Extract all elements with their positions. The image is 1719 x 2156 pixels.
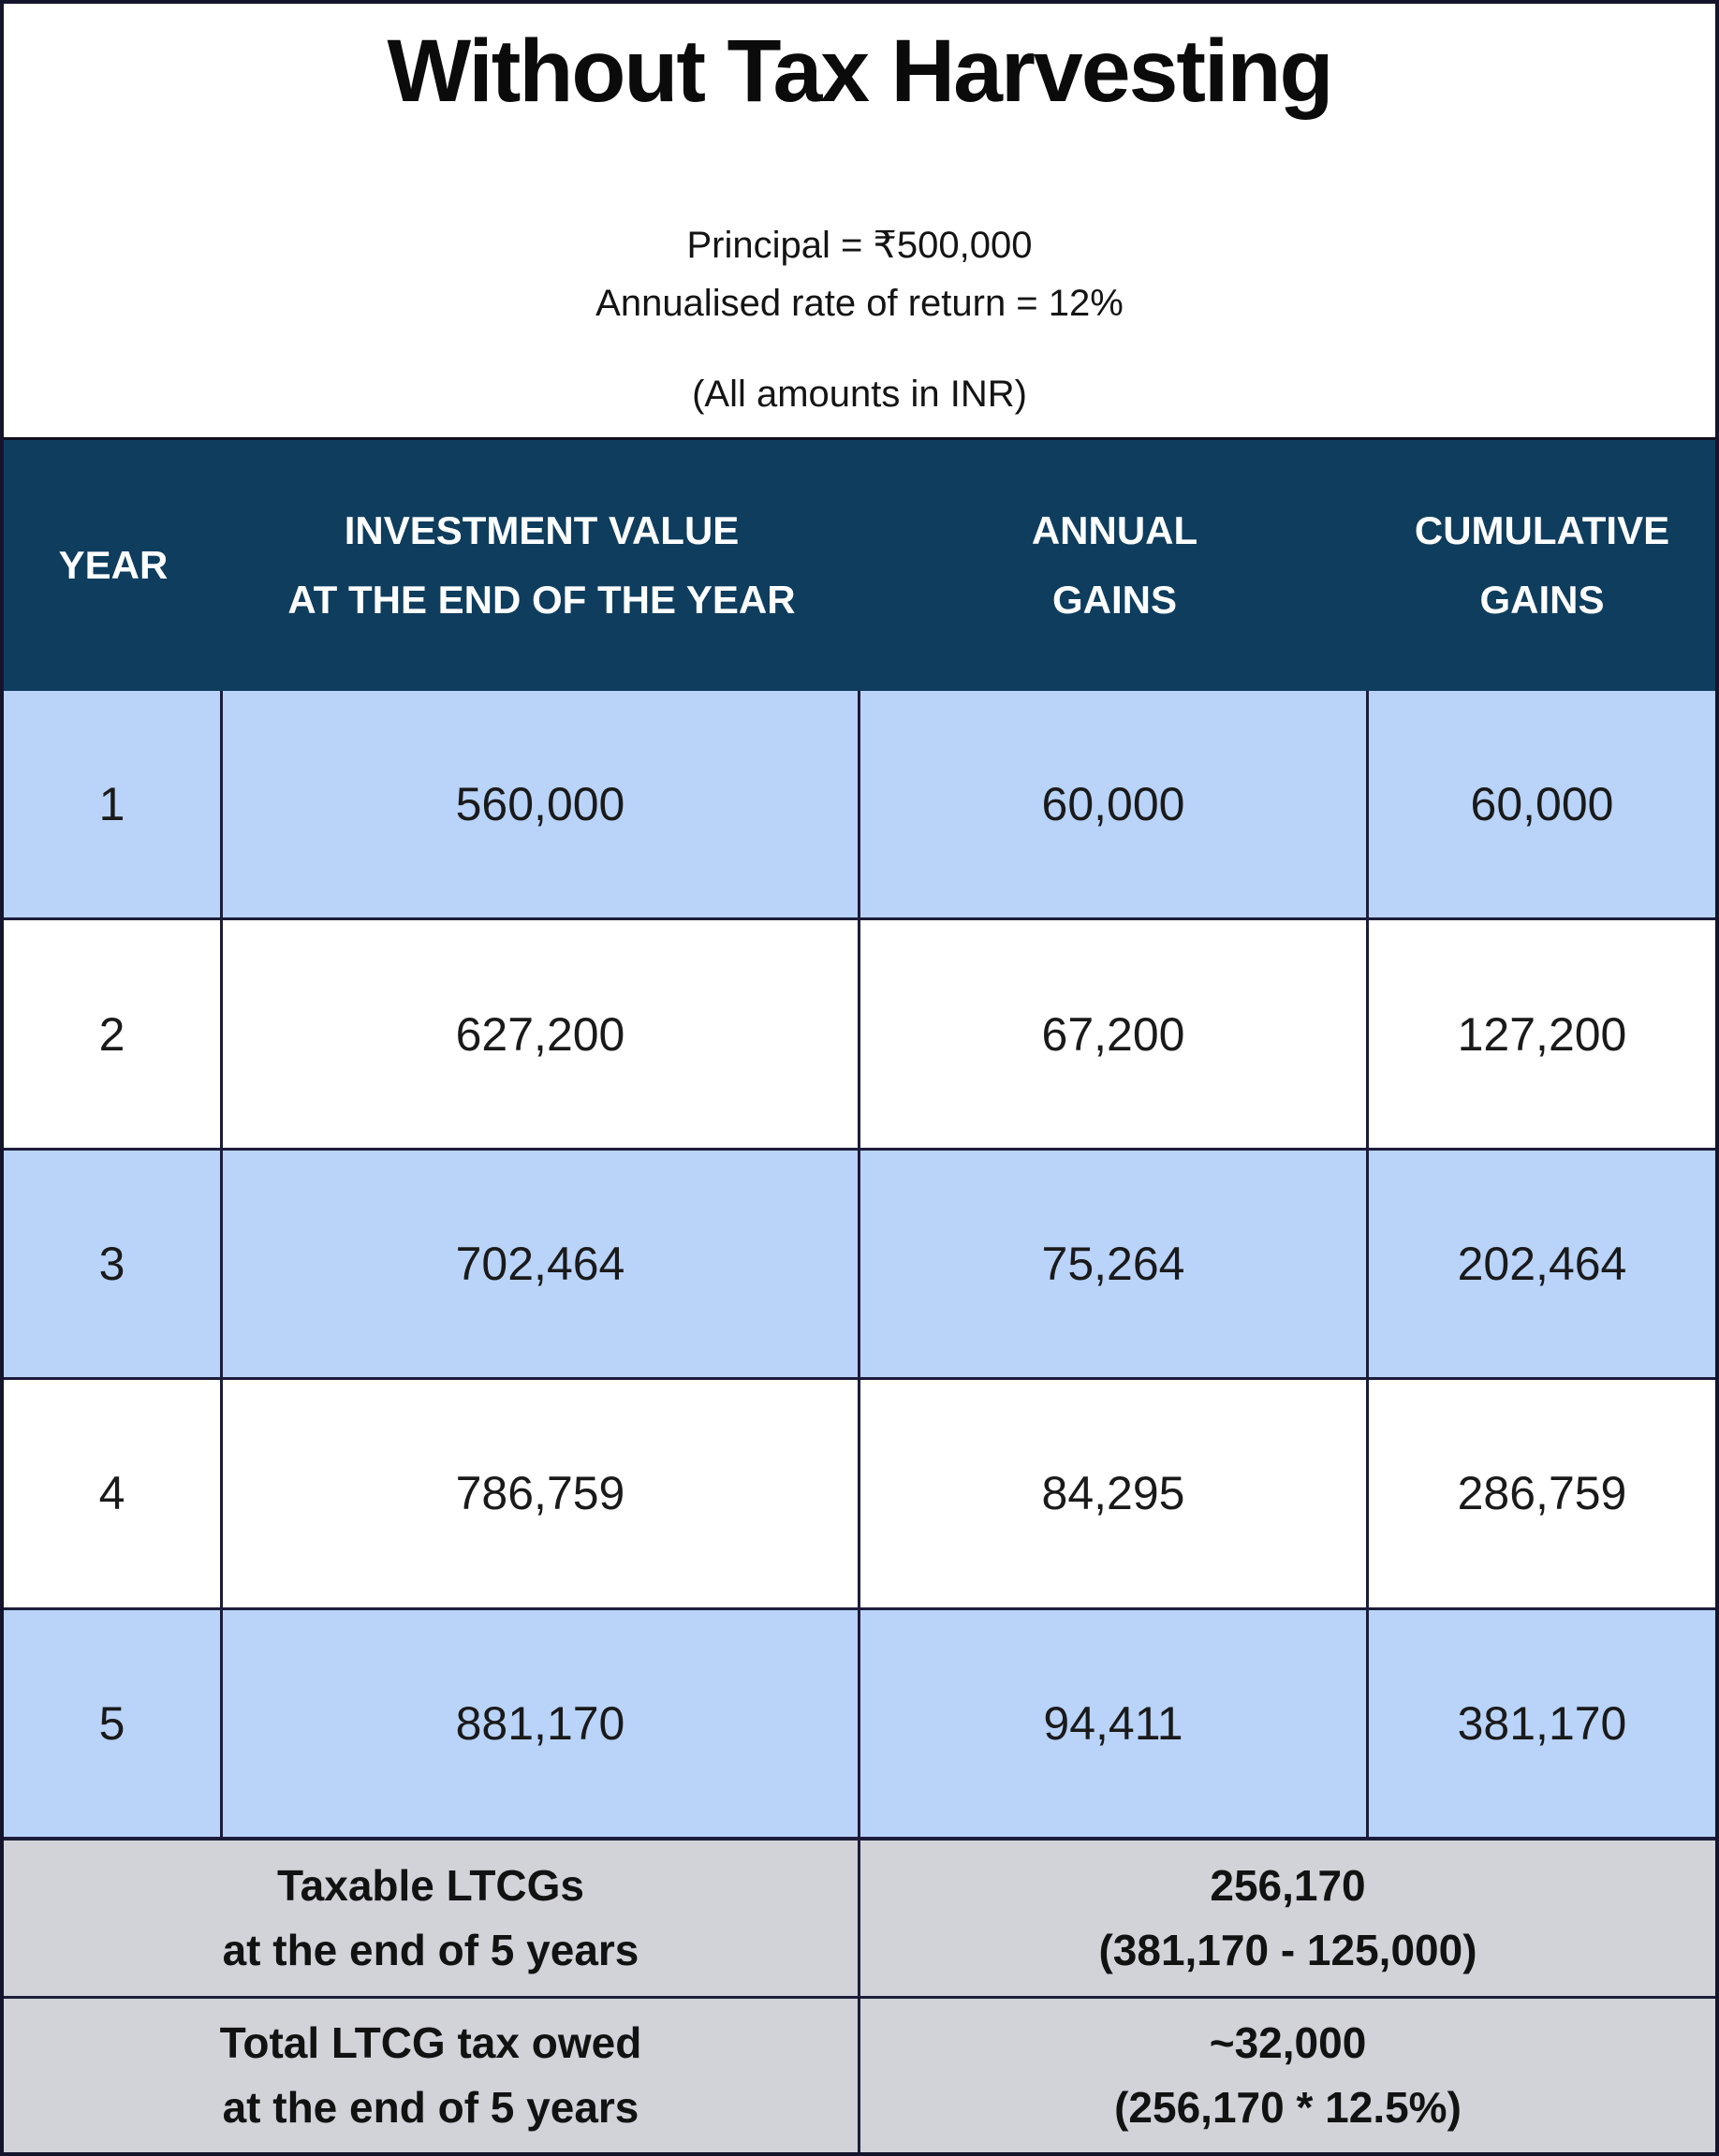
year-cell: 2 xyxy=(4,920,223,1148)
investment-value-cell: 786,759 xyxy=(223,1380,860,1607)
assumptions: Principal = ₹500,000 Annualised rate of … xyxy=(4,216,1715,332)
cumulative-gains-cell: 202,464 xyxy=(1457,1238,1627,1291)
annual-gains-cell: 94,411 xyxy=(860,1609,1369,1838)
summary-value: 256,170 (381,170 - 125,000) xyxy=(1098,1861,1477,1974)
table-row-year-4: 4 786,759 84,295 286,759 xyxy=(4,1377,1715,1607)
summary-row-taxable-ltcg: Taxable LTCGs at the end of 5 years 256,… xyxy=(4,1841,1715,1996)
summary-section: Taxable LTCGs at the end of 5 years 256,… xyxy=(4,1837,1715,2152)
investment-value-cell: 627,200 xyxy=(223,920,860,1148)
year-cell: 3 xyxy=(4,1150,223,1378)
header-cumulative-gains: CUMULATIVE GAINS xyxy=(1414,508,1670,622)
top-section: Without Tax Harvesting Principal = ₹500,… xyxy=(4,4,1715,437)
summary-row-ltcg-tax-owed: Total LTCG tax owed at the end of 5 year… xyxy=(4,1996,1715,2152)
year-cell: 4 xyxy=(4,1380,223,1607)
cumulative-gains-cell: 286,759 xyxy=(1457,1467,1627,1520)
header-investment-value: INVESTMENT VALUE AT THE END OF THE YEAR xyxy=(287,508,796,622)
year-cell: 5 xyxy=(4,1609,223,1838)
page-title: Without Tax Harvesting xyxy=(387,22,1333,121)
cumulative-gains-cell: 127,200 xyxy=(1457,1007,1627,1061)
cumulative-gains-cell: 381,170 xyxy=(1457,1696,1627,1750)
investment-value-cell: 560,000 xyxy=(223,691,860,918)
table-row-year-2: 2 627,200 67,200 127,200 xyxy=(4,917,1715,1148)
investment-value-cell: 881,170 xyxy=(223,1609,860,1838)
annual-gains-cell: 67,200 xyxy=(860,920,1369,1148)
header-annual-gains: ANNUAL GAINS xyxy=(1031,508,1198,622)
rate-line: Annualised rate of return = 12% xyxy=(595,283,1124,325)
summary-value: ~32,000 (256,170 * 12.5%) xyxy=(1114,2018,1462,2132)
principal-line: Principal = ₹500,000 xyxy=(686,225,1033,267)
header-year: YEAR xyxy=(58,543,169,587)
table-header-row: YEAR INVESTMENT VALUE AT THE END OF THE … xyxy=(4,437,1715,691)
table-row-year-5: 5 881,170 94,411 381,170 xyxy=(4,1606,1715,1838)
annual-gains-cell: 84,295 xyxy=(860,1380,1369,1607)
summary-label: Taxable LTCGs at the end of 5 years xyxy=(4,1841,860,1996)
year-cell: 1 xyxy=(4,691,223,918)
table-row-year-1: 1 560,000 60,000 60,000 xyxy=(4,691,1715,918)
currency-note: (All amounts in INR) xyxy=(692,374,1027,416)
table-row-year-3: 3 702,464 75,264 202,464 xyxy=(4,1147,1715,1378)
cumulative-gains-cell: 60,000 xyxy=(1470,778,1614,831)
summary-label: Total LTCG tax owed at the end of 5 year… xyxy=(4,1999,860,2152)
investment-value-cell: 702,464 xyxy=(223,1150,860,1378)
table-body: 1 560,000 60,000 60,000 2 627,200 67,200… xyxy=(4,691,1715,1838)
annual-gains-cell: 75,264 xyxy=(860,1150,1369,1378)
annual-gains-cell: 60,000 xyxy=(860,691,1369,918)
